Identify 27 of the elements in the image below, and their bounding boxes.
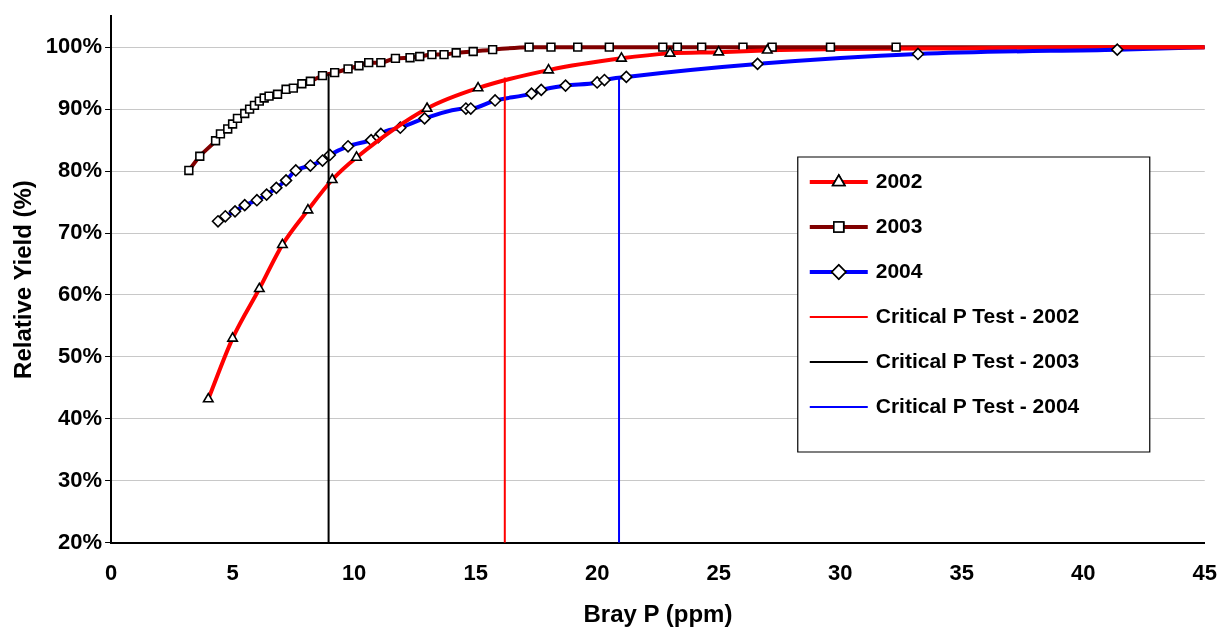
y-tick-label: 60% [58,281,103,307]
y-tick-label: 90% [58,95,103,121]
x-tick-label: 45 [1192,560,1218,586]
y-tick-label: 30% [58,466,103,492]
y-tick-label: 40% [58,404,103,430]
y-tick-label: 70% [58,219,103,245]
y-axis-title: Relative Yield (%) [9,180,37,379]
x-tick-label: 5 [226,560,239,586]
legend-label: Critical P Test - 2003 [875,348,1080,372]
legend-label: 2003 [875,213,923,237]
x-tick-label: 35 [949,560,974,586]
x-tick-label: 20 [584,560,610,586]
legend-label: Critical P Test - 2004 [875,393,1080,417]
y-tick-label: 50% [58,343,103,368]
x-tick-label: 40 [1071,560,1096,586]
y-tick-label: 80% [58,157,103,183]
x-tick-label: 0 [104,560,118,586]
x-tick-label: 25 [706,560,731,586]
legend-label: 2002 [875,168,923,192]
y-tick-label: 20% [58,528,103,554]
x-tick-label: 30 [827,560,853,586]
legend-label: Critical P Test - 2002 [875,303,1080,327]
legend-label: 2004 [875,258,923,282]
y-tick-label: 100% [45,33,103,59]
x-tick-label: 10 [341,560,367,586]
x-axis-title: Bray P (ppm) [583,600,733,628]
x-tick-label: 15 [463,560,488,586]
